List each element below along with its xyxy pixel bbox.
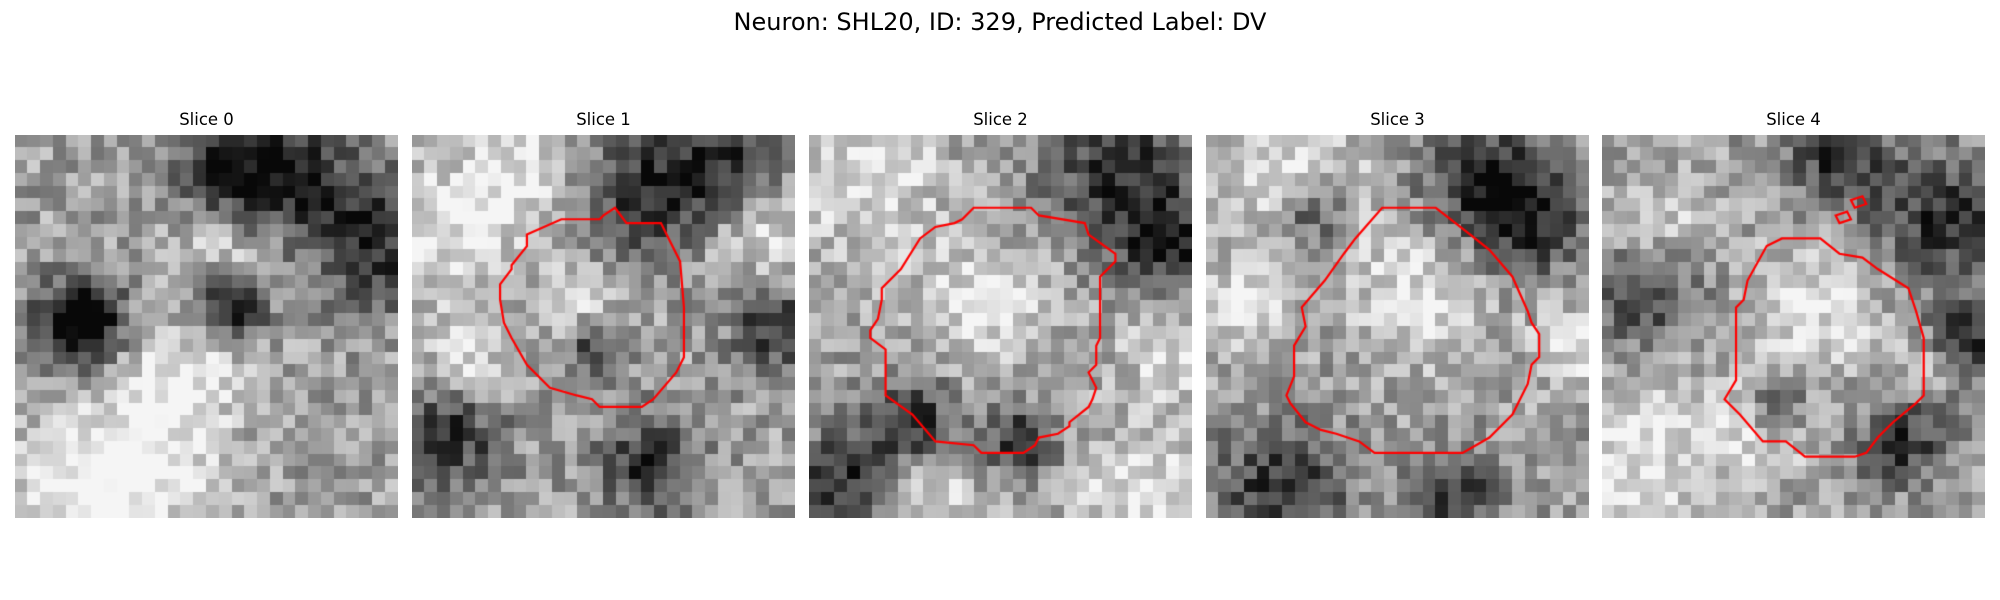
figure-title: Neuron: SHL20, ID: 329, Predicted Label:… [733,8,1267,36]
slice-panel-0: Slice 0 [15,105,398,518]
slice-image [1206,135,1589,518]
slice-image [1602,135,1985,518]
slice-title: Slice 1 [576,110,631,129]
slice-panel-1: Slice 1 [412,105,795,518]
slice-title: Slice 0 [179,110,234,129]
slice-panel-4: Slice 4 [1602,105,1985,518]
slice-image [15,135,398,518]
slice-title: Slice 2 [973,110,1028,129]
slice-title: Slice 4 [1766,110,1821,129]
slice-title: Slice 3 [1370,110,1425,129]
slice-panel-2: Slice 2 [809,105,1192,518]
slice-image [809,135,1192,518]
slice-image [412,135,795,518]
slice-panel-3: Slice 3 [1206,105,1589,518]
